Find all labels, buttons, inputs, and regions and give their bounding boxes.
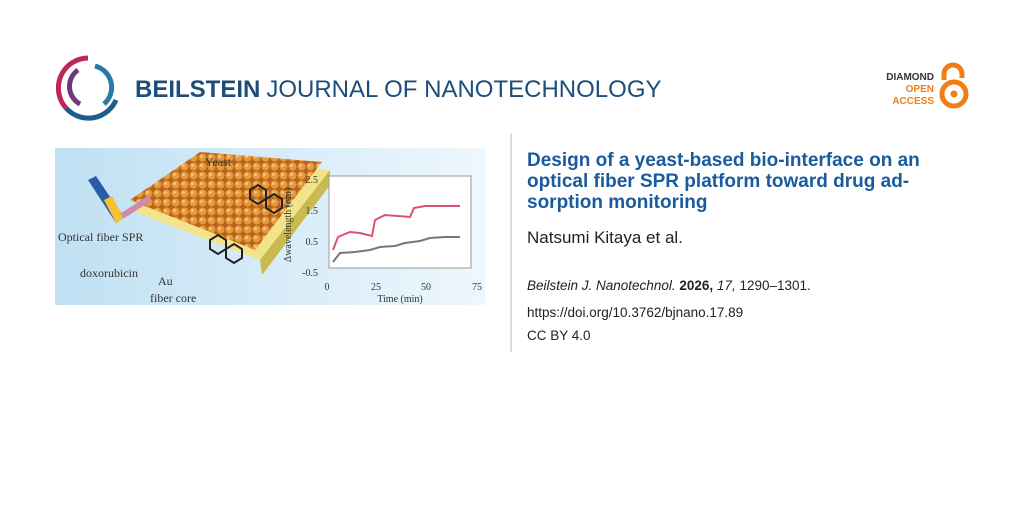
label: fiber core (150, 291, 196, 305)
text: 2026, (679, 278, 713, 293)
text: 50 (421, 282, 431, 293)
text: 0 (325, 282, 330, 293)
text: Beilstein J. Nanotechnol. (527, 278, 676, 293)
text: 17, (717, 278, 736, 293)
authors: Natsumi Kitaya et al. (527, 228, 683, 247)
text: 0.5 (306, 237, 319, 248)
article-title: Design of a yeast-based bio-interface on… (527, 150, 920, 213)
label: doxorubicin (80, 266, 138, 280)
oa-badge: DIAMOND OPEN ACCESS (886, 62, 969, 109)
text: optical fiber SPR platform toward drug a… (527, 171, 909, 192)
doi[interactable]: https://doi.org/10.3762/bjnano.17.89 (527, 305, 743, 320)
text: Design of a yeast-based bio-interface on… (527, 150, 920, 171)
text: DIAMOND (886, 72, 934, 83)
inset-axes: 2.5 1.5 0.5 -0.5 0 25 50 75 Time (min) Δ… (283, 175, 482, 305)
journal-name: BEILSTEIN JOURNAL OF NANOTECHNOLOGY (135, 76, 662, 103)
text: OPEN (906, 84, 934, 95)
text: Time (min) (377, 294, 422, 305)
label: Au (158, 274, 173, 288)
text: sorption monitoring (527, 192, 707, 213)
label: Optical fiber SPR (58, 230, 143, 244)
text: ACCESS (892, 96, 934, 107)
text: -0.5 (302, 268, 318, 279)
text: 2.5 (306, 175, 319, 186)
graphical-abstract: Yeast Optical fiber SPR doxorubicin Au f… (55, 148, 485, 305)
text: Δwavelength (nm) (283, 188, 294, 262)
text: 75 (472, 282, 482, 293)
label: Yeast (205, 155, 232, 169)
text: JOURNAL OF NANOTECHNOLOGY (266, 76, 661, 103)
license: CC BY 4.0 (527, 328, 591, 343)
text: 1290–1301. (739, 278, 810, 293)
logo (55, 55, 119, 121)
text: 25 (371, 282, 381, 293)
text: 1.5 (306, 206, 319, 217)
text: BEILSTEIN (135, 76, 260, 103)
citation: Beilstein J. Nanotechnol. 2026, 17, 1290… (527, 278, 811, 293)
